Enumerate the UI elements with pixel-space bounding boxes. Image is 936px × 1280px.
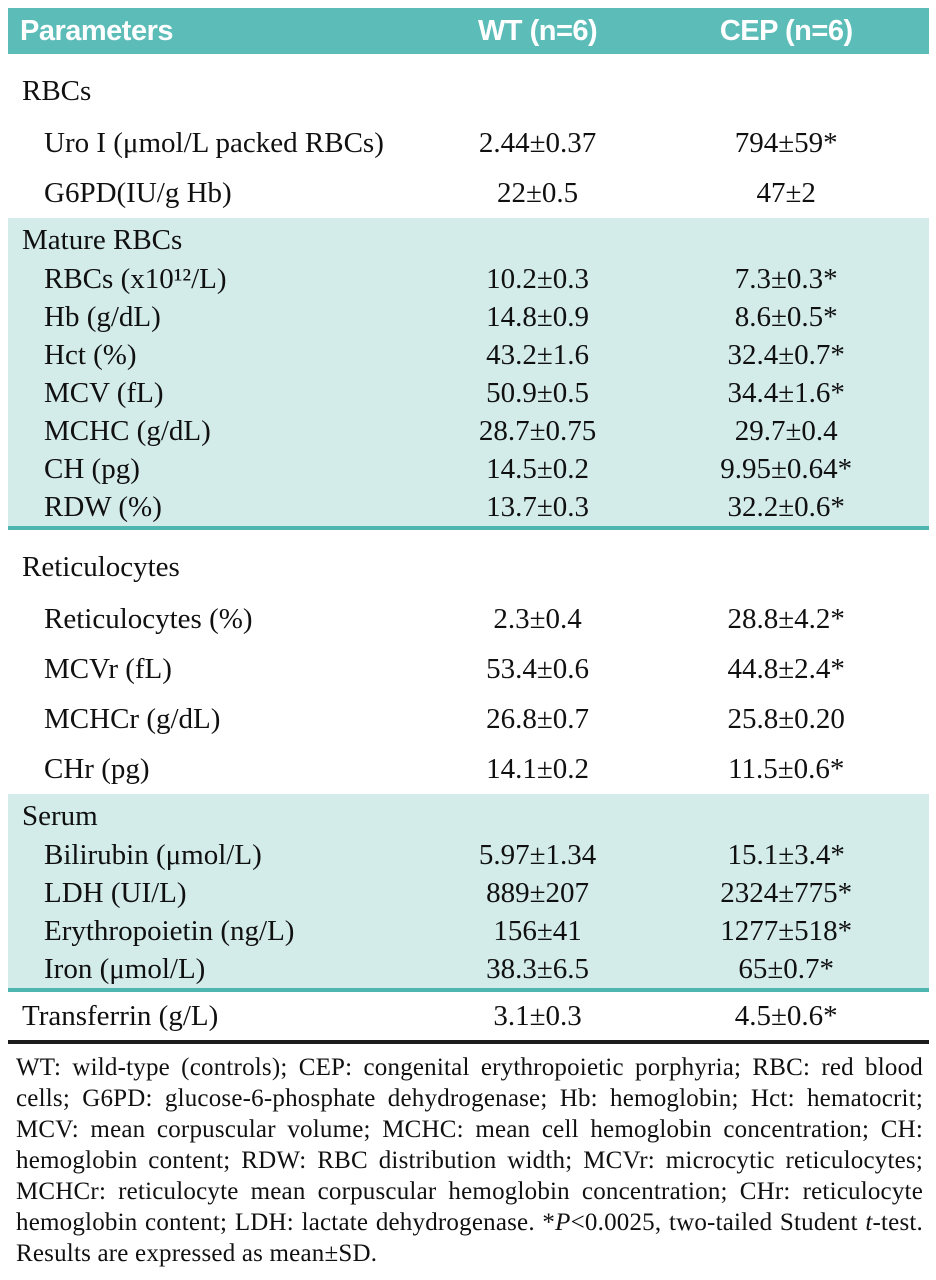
table-row: Erythropoietin (ng/L) 156±41 1277±518*: [8, 912, 929, 950]
table-row: LDH (UI/L) 889±207 2324±775*: [8, 874, 929, 912]
row-value-wt: 889±207: [486, 876, 590, 909]
row-value-cep: 25.8±0.20: [727, 702, 845, 735]
footnote-abbreviations: WT: wild-type (controls); CEP: congenita…: [16, 1054, 923, 1236]
row-parameter: MCVr (fL): [44, 652, 172, 685]
row-value-cep: 44.8±2.4*: [727, 652, 845, 685]
row-parameter: Iron (μmol/L): [44, 952, 206, 985]
table-row: MCVr (fL) 53.4±0.6 44.8±2.4*: [8, 644, 929, 694]
row-value-wt: 13.7±0.3: [486, 490, 590, 523]
table-section: Mature RBCs RBCs (x10¹²/L) 10.2±0.3 7.3±0.3…: [8, 218, 929, 530]
table-row: MCV (fL) 50.9±0.5 34.4±1.6*: [8, 374, 929, 412]
section-heading: RBCs: [22, 75, 92, 107]
row-value-cep: 11.5±0.6*: [728, 752, 845, 785]
footnote-t-symbol: t: [865, 1209, 873, 1236]
row-value-wt: 22±0.5: [496, 176, 579, 209]
row-value-cep: 29.7±0.4: [734, 414, 838, 447]
section-heading: Reticulocytes: [22, 551, 180, 583]
row-value-wt: 38.3±6.5: [486, 952, 590, 985]
table-row: CHr (pg) 14.1±0.2 11.5±0.6*: [8, 744, 929, 794]
table-body: RBCs Uro I (μmol/L packed RBCs) 2.44±0.37 7…: [8, 54, 929, 992]
row-value-wt: 14.8±0.9: [486, 300, 590, 333]
table-row: CH (pg) 14.5±0.2 9.95±0.64*: [8, 450, 929, 488]
table-row: MCHC (g/dL) 28.7±0.75 29.7±0.4: [8, 412, 929, 450]
table-row: MCHCr (g/dL) 26.8±0.7 25.8±0.20: [8, 694, 929, 744]
row-parameter: RBCs (x10¹²/L): [44, 262, 227, 295]
row-parameter: Erythropoietin (ng/L): [44, 914, 295, 947]
row-value-wt: 156±41: [493, 914, 582, 947]
row-value-wt: 14.1±0.2: [486, 752, 590, 785]
section-heading: Mature RBCs: [22, 224, 183, 256]
header-cell-wt: WT (n=6): [477, 14, 598, 47]
row-parameter: Reticulocytes (%): [44, 602, 253, 635]
row-value-cep: 32.4±0.7*: [727, 338, 845, 371]
table-row-transferrin: Transferrin (g/L) 3.1±0.3 4.5±0.6*: [8, 992, 929, 1044]
footnote-pvalue-text: <0.0025, two-tailed Student: [570, 1209, 866, 1236]
table-row: Hct (%) 43.2±1.6 32.4±0.7*: [8, 336, 929, 374]
row-value-cep: 9.95±0.64*: [720, 452, 853, 485]
row-value-wt: 50.9±0.5: [486, 376, 590, 409]
row-value-cep: 34.4±1.6*: [727, 376, 845, 409]
table-section: RBCs Uro I (μmol/L packed RBCs) 2.44±0.37 7…: [8, 54, 929, 218]
table-header-row: Parameters WT (n=6) CEP (n=6): [8, 8, 929, 54]
row-value-wt: 43.2±1.6: [486, 338, 590, 371]
row-value-wt: 2.3±0.4: [493, 602, 582, 635]
row-value-cep: 7.3±0.3*: [734, 262, 838, 295]
table-row: Bilirubin (μmol/L) 5.97±1.34 15.1±3.4*: [8, 836, 929, 874]
table-section: Reticulocytes Reticulocytes (%) 2.3±0.4 28.…: [8, 530, 929, 794]
row-value-cep: 28.8±4.2*: [727, 602, 845, 635]
table-row: G6PD(IU/g Hb) 22±0.5 47±2: [8, 168, 929, 218]
row-value-wt: 14.5±0.2: [486, 452, 590, 485]
row-value-cep: 15.1±3.4*: [727, 838, 845, 871]
row-value-cep: 1277±518*: [720, 914, 853, 947]
header-cell-cep: CEP (n=6): [719, 14, 853, 47]
row-parameter: LDH (UI/L): [44, 876, 187, 909]
row-parameter: CH (pg): [44, 452, 140, 485]
row-value-cep: 47±2: [756, 176, 816, 209]
footnote-p-symbol: P: [555, 1209, 571, 1236]
header-cell-parameters: Parameters: [20, 14, 173, 47]
row-parameter: Hb (g/dL): [44, 300, 161, 333]
row-parameter: Hct (%): [44, 338, 137, 371]
row-parameter: CHr (pg): [44, 752, 150, 785]
row-value-cep: 794±59*: [734, 126, 838, 159]
table-row: RBCs (x10¹²/L) 10.2±0.3 7.3±0.3*: [8, 260, 929, 298]
row-value-wt: 3.1±0.3: [493, 999, 582, 1032]
table-row: Reticulocytes (%) 2.3±0.4 28.8±4.2*: [8, 594, 929, 644]
row-parameter: Transferrin (g/L): [22, 999, 219, 1032]
row-value-cep: 8.6±0.5*: [734, 300, 838, 333]
row-value-wt: 5.97±1.34: [478, 838, 597, 871]
row-value-wt: 53.4±0.6: [486, 652, 590, 685]
table-footnote: WT: wild-type (controls); CEP: congenita…: [16, 1052, 923, 1269]
row-parameter: RDW (%): [44, 490, 162, 523]
row-parameter: Uro I (μmol/L packed RBCs): [44, 126, 384, 159]
row-value-wt: 28.7±0.75: [478, 414, 597, 447]
table-row: Hb (g/dL) 14.8±0.9 8.6±0.5*: [8, 298, 929, 336]
footnote-results-text: -test. Results are expressed as mean±SD.: [16, 1209, 924, 1267]
table-section: Serum Bilirubin (μmol/L) 5.97±1.34 15.1±3.4…: [8, 794, 929, 992]
row-value-cep: 65±0.7*: [738, 952, 835, 985]
table-row: Uro I (μmol/L packed RBCs) 2.44±0.37 794±5…: [8, 118, 929, 168]
row-value-cep: 32.2±0.6*: [727, 490, 845, 523]
row-value-wt: 10.2±0.3: [486, 262, 590, 295]
table-row: RDW (%) 13.7±0.3 32.2±0.6*: [8, 488, 929, 526]
row-value-wt: 2.44±0.37: [478, 126, 597, 159]
row-parameter: Bilirubin (μmol/L): [44, 838, 262, 871]
row-parameter: MCHCr (g/dL): [44, 702, 221, 735]
row-value-wt: 26.8±0.7: [486, 702, 590, 735]
row-value-cep: 2324±775*: [720, 876, 853, 909]
section-heading: Serum: [22, 800, 98, 832]
table-row: Iron (μmol/L) 38.3±6.5 65±0.7*: [8, 950, 929, 988]
row-parameter: MCV (fL): [44, 376, 164, 409]
row-parameter: G6PD(IU/g Hb): [44, 176, 232, 209]
row-parameter: MCHC (g/dL): [44, 414, 211, 447]
row-value-cep: 4.5±0.6*: [734, 999, 838, 1032]
